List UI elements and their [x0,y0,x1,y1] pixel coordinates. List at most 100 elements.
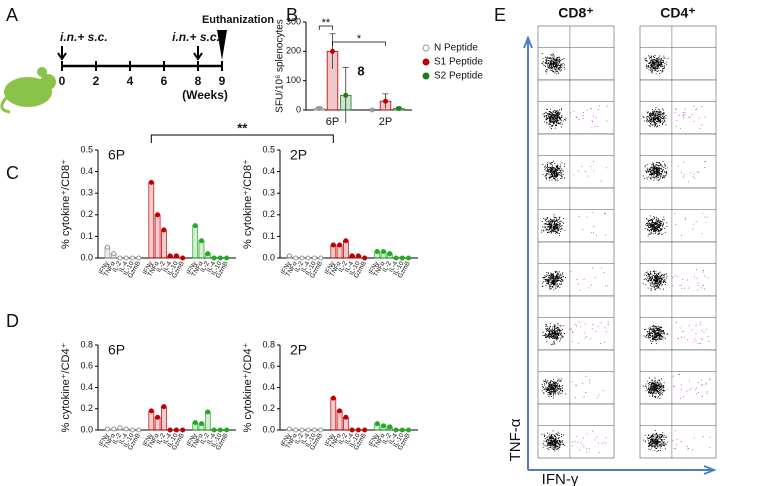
y-tick-label: 0.4 [262,166,275,176]
event-cloud [642,377,665,400]
positive-events [570,105,608,129]
flow-plot [639,79,717,135]
x-tick-label: IL-4 [300,432,312,446]
point [369,107,375,113]
x-arrow [528,465,717,475]
bar [343,240,349,259]
point [349,253,355,259]
point [211,427,217,433]
x-tick-label: IL-2 [381,432,393,446]
y-tick-label: 0.0 [80,424,93,434]
y-tick-label: 0.3 [80,188,93,198]
point [173,427,179,433]
event-cloud [541,53,566,75]
y-axis-label: % cytokine⁺/CD4⁺ [60,342,72,432]
legend-label: S2 Peptide [434,71,483,82]
x-tick-label: IL-4 [162,432,174,446]
point [117,425,123,431]
point [123,255,129,261]
point [387,251,393,257]
point [305,255,311,261]
x-tick-label: IL-2 [294,260,306,274]
y-tick-label: 0.4 [262,382,275,392]
point [399,427,405,433]
flow-plot [537,349,615,405]
point [374,421,380,427]
x-tick-label: IL-2 [155,260,167,274]
dose-arrow [193,46,203,61]
flow-x-label: IFN-γ [542,471,579,486]
x-tick-label: IL-2 [112,260,124,274]
week-label: 9 [219,74,226,88]
week-unit: (Weeks) [182,88,228,102]
legend-marker [422,44,430,52]
point [343,92,349,98]
event-cloud [541,430,566,452]
point [286,426,292,432]
flow-plot [639,403,717,459]
flow-plot [537,295,615,351]
y-tick-label: 0.4 [80,382,93,392]
plot-frame [537,349,615,405]
y-tick-label: 0.5 [262,144,275,154]
y-axis-label: % cytokine⁺/CD8⁺ [242,159,254,249]
flow-plot [639,187,717,243]
point [130,427,135,433]
y-tick-label: 0.0 [262,252,275,262]
point [155,212,161,218]
point [406,255,412,261]
flow-plot [537,79,615,135]
chart-title: 6P [108,147,125,163]
point [286,253,292,259]
plot-frame [639,403,717,459]
sig-bracket [150,134,334,143]
flow-plot [537,133,615,189]
column-title: CD4⁺ [660,5,695,21]
point [224,255,230,261]
x-tick-label: IL-2 [337,432,349,446]
plot-frame [639,349,717,405]
point [387,424,393,430]
positive-events [674,212,708,237]
week-label: 2 [93,74,100,88]
positive-events [573,160,607,182]
dose-label: i.n.+ s.c. [60,30,108,44]
flow-plot [639,295,717,351]
positive-events [571,430,607,453]
plot-frame [537,295,615,351]
dose-label: i.n.+ s.c. [172,30,220,44]
y-axis-label: SFU/10⁶ splenocytes [275,19,286,113]
point [161,404,167,410]
y-tick-label: 300 [286,16,301,26]
y-tick-label: 0.1 [80,231,93,241]
flow-plot [639,133,717,189]
point [155,414,161,420]
x-tick-label: IL-4 [118,432,130,446]
plot-frame [537,403,615,459]
x-tick-label: IL-2 [381,260,393,274]
bar [204,411,211,431]
event-cloud [642,160,669,181]
y-tick-label: 0.4 [80,166,93,176]
plot-frame [639,187,717,243]
point [224,427,230,433]
x-tick-label: IL-4 [388,432,400,446]
y-tick-label: 0 [296,104,301,114]
point [205,251,211,257]
legend-marker [422,72,430,80]
flow-plot [639,349,717,405]
point [316,106,322,112]
positive-events [672,373,711,400]
chart-title: 2P [290,342,307,358]
positive-events [570,321,609,344]
plot-frame [537,187,615,243]
point [192,223,198,229]
bar [161,406,167,431]
chart-title: 2P [290,147,307,163]
y-tick-label: 0.2 [80,209,93,219]
point [337,408,343,414]
point [381,423,386,429]
point [136,427,142,433]
event-cloud [542,323,566,345]
point [211,255,217,261]
